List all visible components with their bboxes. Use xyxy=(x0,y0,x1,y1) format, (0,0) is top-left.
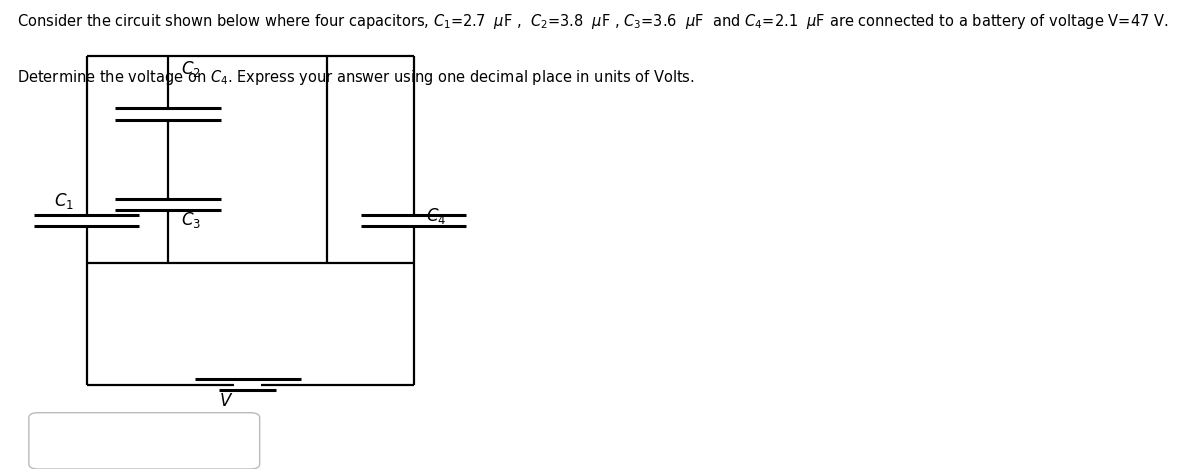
Text: Determine the voltage on $C_4$. Express your answer using one decimal place in u: Determine the voltage on $C_4$. Express … xyxy=(17,68,695,87)
Text: $C_3$: $C_3$ xyxy=(181,210,200,229)
FancyBboxPatch shape xyxy=(29,413,259,469)
Text: $C_4$: $C_4$ xyxy=(426,206,446,226)
Text: Consider the circuit shown below where four capacitors, $C_1$=2.7  $\mu$F ,  $C_: Consider the circuit shown below where f… xyxy=(17,12,1169,31)
Text: $C_1$: $C_1$ xyxy=(54,191,74,211)
Text: $C_2$: $C_2$ xyxy=(181,59,200,79)
Text: $V$: $V$ xyxy=(218,392,233,409)
